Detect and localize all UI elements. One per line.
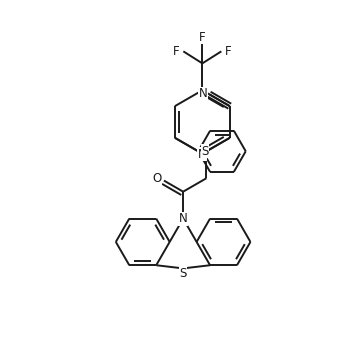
Text: S: S	[201, 145, 209, 158]
Text: N: N	[199, 87, 207, 100]
Text: O: O	[152, 173, 161, 185]
Text: N: N	[198, 148, 207, 161]
Text: F: F	[225, 45, 232, 58]
Text: F: F	[199, 30, 206, 44]
Text: F: F	[173, 45, 180, 58]
Text: N: N	[179, 212, 188, 225]
Text: S: S	[179, 267, 187, 280]
